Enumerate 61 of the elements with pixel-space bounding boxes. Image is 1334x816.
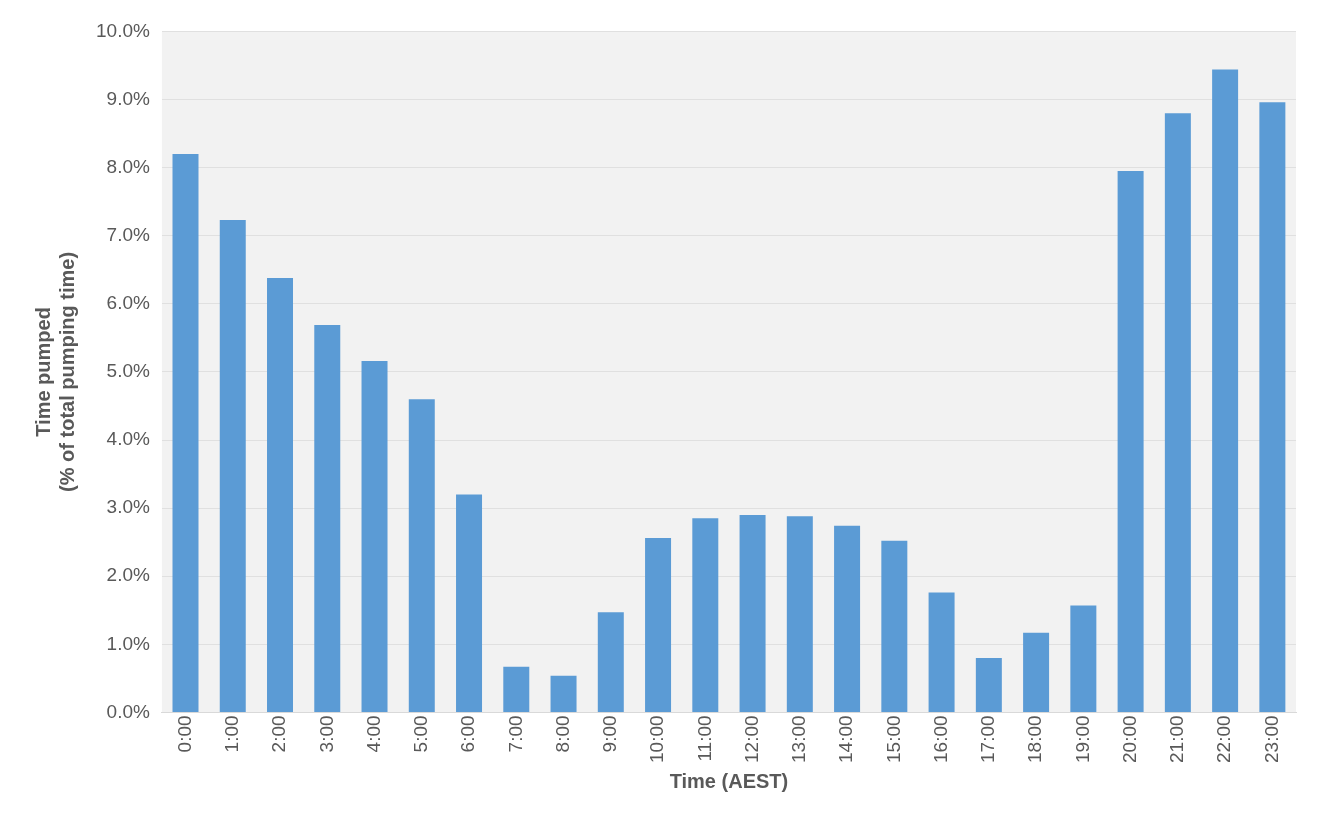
bar [1212,69,1239,712]
bar [172,153,199,712]
x-tick-label: 7:00 [504,715,526,753]
x-tick-label: 3:00 [315,715,337,753]
bar [408,399,435,712]
bar [975,657,1002,712]
bar [881,540,908,712]
x-tick-label: 9:00 [599,715,621,753]
bar [597,612,624,712]
bar [456,494,483,712]
x-tick-label: 10:00 [646,715,668,763]
x-tick-label: 20:00 [1118,715,1140,763]
bar [219,220,246,712]
bar [739,514,766,712]
x-tick-label: 13:00 [788,715,810,763]
x-tick-label: 2:00 [268,715,290,753]
x-tick-label: 17:00 [977,715,999,763]
y-tick-label: 0.0% [106,700,150,722]
x-tick-label: 12:00 [740,715,762,763]
x-tick-label: 18:00 [1024,715,1046,763]
x-tick-label: 14:00 [835,715,857,763]
x-tick-label: 19:00 [1071,715,1093,763]
y-tick-label: 7.0% [106,223,150,245]
bar [1023,632,1050,712]
bar [267,277,294,712]
y-axis-title: Time pumped (% of total pumping time) [31,251,78,492]
x-tick-label: 22:00 [1213,715,1235,763]
y-tick-label: 9.0% [106,87,150,109]
bar [314,324,341,712]
y-tick-label: 8.0% [106,155,150,177]
x-axis-title: Time (AEST) [669,769,789,792]
x-tick-label: 21:00 [1166,715,1188,763]
y-tick-label: 10.0% [96,19,150,41]
bar [503,666,530,712]
x-tick-label: 0:00 [173,715,195,753]
bar [1117,171,1144,712]
x-tick-label: 11:00 [693,715,715,762]
y-tick-label: 6.0% [106,292,150,314]
bar [786,516,813,712]
y-tick-label: 2.0% [106,564,150,586]
bar [1164,113,1191,712]
x-tick-label: 16:00 [929,715,951,763]
y-tick-label: 1.0% [106,632,150,654]
bar [645,538,672,712]
y-tick-label: 4.0% [106,428,150,450]
x-tick-label: 4:00 [362,715,384,753]
x-tick-label: 8:00 [551,715,573,753]
bar [550,675,577,712]
bar [692,518,719,712]
bar [361,361,388,712]
y-tick-label: 3.0% [106,496,150,518]
y-tick-label: 5.0% [106,360,150,382]
x-tick-label: 15:00 [882,715,904,763]
bar [1070,605,1097,712]
x-tick-label: 1:00 [220,715,242,753]
x-tick-label: 6:00 [457,715,479,753]
x-tick-label: 23:00 [1260,715,1282,763]
bar [1259,102,1286,712]
bar [834,525,861,712]
bar [928,592,955,712]
x-tick-label: 5:00 [410,715,432,753]
